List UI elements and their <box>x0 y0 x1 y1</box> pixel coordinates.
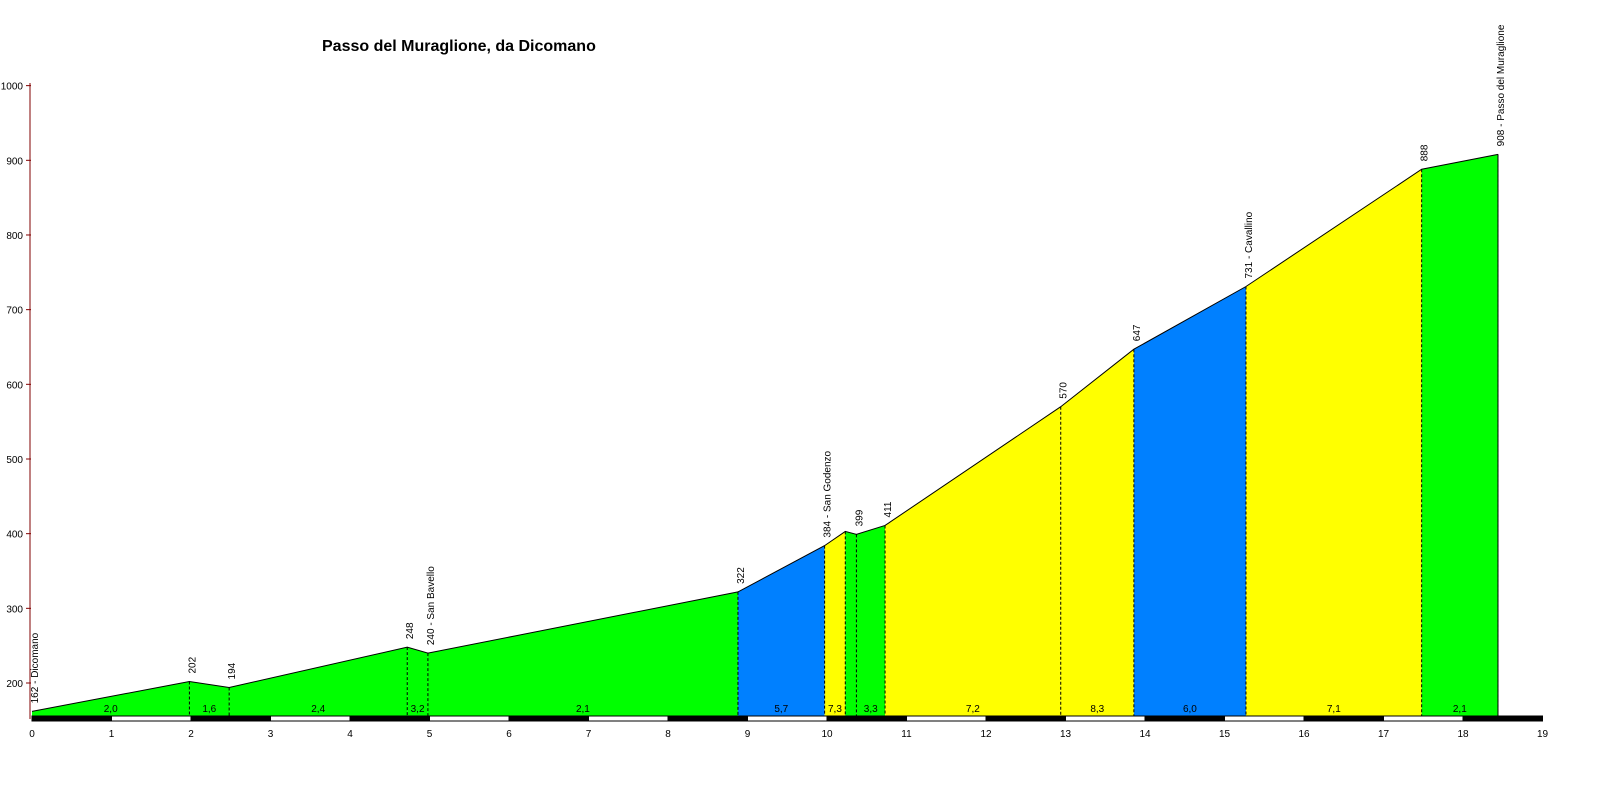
km-scale-bar-section <box>826 715 907 722</box>
y-tick-label: 1000 <box>1 82 24 93</box>
x-tick-label: 13 <box>1060 729 1072 740</box>
gradient-label: 5,7 <box>774 704 788 715</box>
elevation-point-label: 384 - San Godenzo <box>823 450 834 537</box>
gradient-label: 7,2 <box>966 704 980 715</box>
km-scale-bar-section <box>349 715 430 722</box>
x-tick-label: 16 <box>1298 729 1310 740</box>
chart-title: Passo del Muraglione, da Dicomano <box>322 38 596 55</box>
gradient-label: 8,3 <box>1090 704 1104 715</box>
y-tick-label: 400 <box>6 530 23 541</box>
x-tick-label: 9 <box>745 729 751 740</box>
km-scale-bar-section <box>1383 715 1464 722</box>
elevation-point-label: 908 - Passo del Muraglione <box>1496 24 1507 146</box>
gradient-label: 3,2 <box>411 704 425 715</box>
x-tick-label: 11 <box>901 729 912 740</box>
gradient-segment-fill <box>229 647 408 719</box>
x-tick-label: 7 <box>586 729 592 740</box>
x-tick-label: 1 <box>109 729 115 740</box>
x-tick-label: 15 <box>1219 729 1231 740</box>
x-tick-label: 0 <box>29 729 35 740</box>
elevation-point-label: 411 <box>883 501 894 517</box>
km-scale-bar-section <box>111 715 192 722</box>
km-scale-bar-section <box>1224 715 1305 722</box>
km-scale-bar-section <box>985 715 1066 722</box>
x-tick-label: 4 <box>347 729 353 740</box>
y-tick-label: 300 <box>6 604 23 615</box>
elevation-point-label: 399 <box>854 509 865 526</box>
km-scale-bar-section <box>667 715 748 722</box>
gradient-segment-fill <box>407 647 428 719</box>
gradient-segment-fill <box>856 525 886 719</box>
gradient-label: 2,1 <box>576 704 590 715</box>
gradient-segment-fill <box>845 531 857 719</box>
x-tick-label: 10 <box>821 729 833 740</box>
elevation-point-label: 322 <box>736 567 747 584</box>
elevation-point-label: 248 <box>405 622 416 639</box>
gradient-segment-fill <box>824 531 846 719</box>
gradient-label: 3,3 <box>864 704 878 715</box>
gradient-label: 1,6 <box>202 704 216 715</box>
x-tick-label: 3 <box>268 729 274 740</box>
elevation-point-label: 194 <box>227 662 238 679</box>
km-scale-bar-section <box>1462 715 1543 722</box>
gradient-segment-fill <box>189 681 230 719</box>
gradient-label: 2,1 <box>1453 704 1467 715</box>
y-tick-label: 900 <box>6 156 23 167</box>
elevation-point-label: 731 - Cavallino <box>1244 211 1255 278</box>
elevation-point-label: 202 <box>187 656 198 673</box>
x-tick-label: 6 <box>506 729 512 740</box>
x-tick-label: 14 <box>1139 729 1151 740</box>
gradient-label: 2,0 <box>104 704 118 715</box>
km-scale-bar-section <box>270 715 351 722</box>
y-tick-label: 800 <box>6 231 23 242</box>
km-scale-bar-section <box>1303 715 1384 722</box>
gradient-segment-fill <box>32 681 190 719</box>
x-tick-label: 12 <box>980 729 992 740</box>
km-scale-bar-section <box>906 715 987 722</box>
y-tick-label: 600 <box>6 380 23 391</box>
km-scale-bar-section <box>1065 715 1146 722</box>
gradient-label: 6,0 <box>1183 704 1197 715</box>
gradient-label: 7,3 <box>828 704 842 715</box>
km-scale-bar-section <box>747 715 828 722</box>
x-tick-label: 2 <box>188 729 194 740</box>
y-tick-label: 500 <box>6 455 23 466</box>
km-scale-bar-section <box>429 715 510 722</box>
km-scale-bar-section <box>1144 715 1225 722</box>
y-tick-label: 200 <box>6 679 23 690</box>
gradient-segment-fill <box>1245 169 1422 720</box>
gradient-segment-fill <box>1133 286 1246 719</box>
x-tick-label: 19 <box>1537 729 1549 740</box>
elevation-point-label: 888 <box>1420 144 1431 161</box>
gradient-label: 7,1 <box>1327 704 1341 715</box>
y-tick-label: 700 <box>6 306 23 317</box>
gradient-segment-fill <box>737 545 825 719</box>
km-scale-bar-section <box>588 715 669 722</box>
km-scale-bar-section <box>508 715 589 722</box>
x-tick-label: 5 <box>427 729 433 740</box>
elevation-point-label: 570 <box>1059 382 1070 399</box>
x-tick-label: 18 <box>1457 729 1469 740</box>
x-tick-label: 8 <box>665 729 671 740</box>
gradient-segment-fill <box>885 406 1061 719</box>
elevation-point-label: 162 - Dicomano <box>30 632 41 703</box>
x-tick-label: 17 <box>1378 729 1390 740</box>
gradient-segment-fill <box>427 591 738 719</box>
km-scale-bar-section <box>190 715 271 722</box>
elevation-point-label: 240 - San Bavello <box>426 566 437 645</box>
elevation-point-label: 647 <box>1132 324 1143 341</box>
km-scale-bar-section <box>31 715 112 722</box>
gradient-segment-fill <box>1060 349 1134 719</box>
gradient-segment-fill <box>1421 154 1498 719</box>
gradient-label: 2,4 <box>311 704 325 715</box>
